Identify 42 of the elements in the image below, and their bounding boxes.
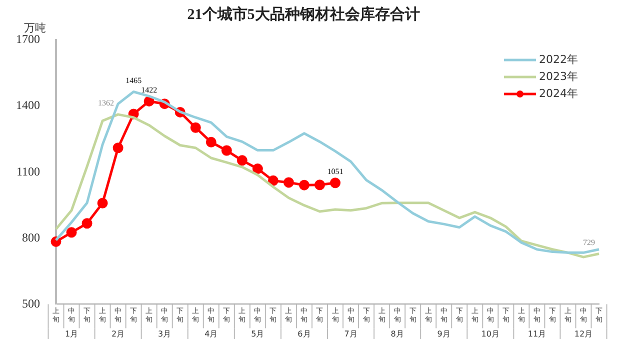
- point: [66, 227, 77, 238]
- text: 8月: [390, 329, 404, 338]
- data-label: 729: [583, 238, 595, 247]
- text: 9月: [437, 329, 450, 338]
- y-tick-label: 500: [22, 296, 40, 310]
- point: [221, 145, 232, 156]
- text: 11月: [528, 329, 546, 338]
- data-label: 1051: [327, 166, 344, 176]
- point: [97, 198, 108, 208]
- text: 10月: [481, 329, 500, 338]
- point: [268, 175, 278, 186]
- point: [82, 218, 92, 229]
- data-label: 1465: [126, 76, 142, 85]
- y-tick-label: 1700: [16, 32, 40, 46]
- point: [190, 122, 201, 133]
- text: 5月: [251, 329, 264, 338]
- text: 3月: [158, 329, 172, 338]
- point: [144, 96, 154, 106]
- point: [252, 164, 263, 174]
- data-label: 1422: [141, 85, 158, 94]
- point: [112, 142, 124, 154]
- text: 4月: [204, 329, 218, 338]
- legend-label: 2024年: [539, 86, 578, 100]
- text: 2月: [112, 329, 125, 338]
- point: [236, 155, 248, 166]
- text: 12月: [574, 329, 593, 338]
- data-label: 1362: [98, 98, 114, 108]
- point: [298, 180, 310, 190]
- legend-label: 2022年: [539, 52, 578, 66]
- point: [206, 136, 216, 148]
- point: [283, 177, 294, 188]
- legend-label: 2023年: [539, 70, 578, 83]
- y-tick-label: 1100: [16, 164, 40, 178]
- point: [314, 180, 325, 190]
- y-tick-label: 800: [22, 230, 40, 244]
- y-tick-label: 1400: [16, 98, 40, 112]
- text: 1月: [64, 329, 78, 338]
- text: 7月: [344, 329, 358, 338]
- chart-title: 21个城市5大品种钢材社会库存合计: [187, 4, 420, 23]
- y-axis-title: 万吨: [24, 21, 46, 34]
- point: [330, 178, 341, 188]
- text: 6月: [298, 329, 311, 338]
